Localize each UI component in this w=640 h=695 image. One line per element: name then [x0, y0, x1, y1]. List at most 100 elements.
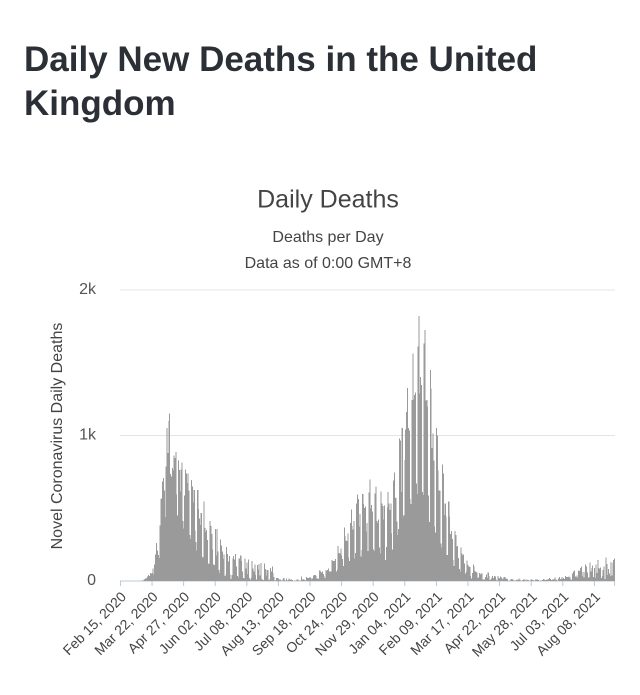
- bar: [222, 559, 224, 581]
- bar: [351, 526, 353, 581]
- bar: [352, 529, 354, 581]
- bar: [346, 541, 348, 581]
- bar: [467, 564, 469, 581]
- bar: [334, 561, 336, 581]
- bar: [171, 467, 173, 581]
- bar: [259, 575, 261, 581]
- bar: [408, 430, 410, 581]
- bar: [385, 547, 387, 581]
- bar: [412, 353, 414, 581]
- bar: [593, 567, 595, 581]
- bar: [479, 574, 481, 581]
- bar: [184, 469, 186, 581]
- bar: [165, 466, 167, 581]
- bar: [586, 566, 588, 581]
- bar: [320, 572, 323, 581]
- bar: [279, 579, 281, 581]
- bar: [442, 473, 445, 581]
- bar: [601, 575, 603, 581]
- bar: [198, 518, 201, 581]
- bar: [461, 553, 463, 581]
- bar: [184, 495, 186, 581]
- bar: [555, 579, 557, 581]
- bar: [152, 568, 154, 581]
- bar: [453, 565, 455, 581]
- bar: [270, 568, 272, 581]
- bar: [533, 580, 535, 581]
- bar: [158, 557, 160, 581]
- bar: [354, 558, 356, 581]
- y-axis-label: Novel Coronavirus Daily Deaths: [49, 323, 66, 550]
- bar: [407, 428, 409, 581]
- bar: [514, 580, 516, 581]
- bar: [501, 579, 503, 581]
- bar: [611, 575, 613, 581]
- bar: [383, 519, 385, 581]
- bar: [174, 457, 176, 581]
- bar: [359, 513, 361, 581]
- bar: [469, 567, 471, 581]
- bar: [508, 580, 510, 581]
- bar: [194, 530, 196, 581]
- bar: [172, 470, 174, 581]
- bar: [437, 470, 439, 581]
- bar: [335, 571, 337, 581]
- bar: [583, 577, 585, 581]
- bar: [596, 573, 598, 581]
- bar: [562, 578, 564, 581]
- bar: [315, 576, 317, 581]
- bar: [260, 563, 262, 581]
- page-title: Daily New Deaths in the United Kingdom: [24, 40, 538, 123]
- bar: [213, 564, 215, 581]
- bar: [367, 551, 369, 581]
- bar: [455, 535, 457, 581]
- bar: [518, 578, 520, 581]
- bar: [356, 494, 358, 581]
- bar: [272, 572, 274, 581]
- bar: [493, 577, 495, 581]
- bar: [594, 577, 596, 581]
- bar: [376, 520, 378, 581]
- bar: [472, 564, 474, 581]
- bar: [519, 579, 521, 581]
- bar: [303, 579, 305, 581]
- bar: [454, 531, 456, 581]
- bar: [217, 551, 219, 581]
- bar: [210, 526, 212, 581]
- bar: [240, 555, 242, 581]
- bar: [430, 388, 432, 581]
- bar: [465, 571, 467, 581]
- bar: [609, 576, 611, 581]
- bar: [495, 579, 497, 581]
- bar: [342, 566, 344, 581]
- bar: [548, 578, 550, 581]
- bar: [431, 447, 433, 581]
- bar: [490, 579, 492, 581]
- bar: [485, 577, 487, 581]
- bar: [417, 346, 419, 581]
- bar: [341, 555, 343, 581]
- bar: [484, 579, 486, 581]
- bar: [357, 499, 359, 581]
- bar: [586, 572, 588, 581]
- y-tick-label: 0: [87, 572, 96, 589]
- bar: [537, 579, 539, 581]
- bar: [161, 498, 163, 581]
- bar: [516, 579, 518, 581]
- bar: [364, 506, 366, 581]
- bar: [560, 579, 562, 581]
- bar: [195, 541, 197, 581]
- bar: [256, 564, 258, 581]
- bar: [587, 577, 589, 581]
- bar: [379, 553, 381, 581]
- bar: [166, 428, 168, 581]
- bar: [262, 579, 264, 581]
- bar: [522, 579, 524, 581]
- bar: [270, 571, 272, 581]
- bar: [206, 529, 208, 581]
- bar: [381, 503, 383, 581]
- bar: [371, 511, 373, 581]
- bar: [374, 493, 376, 581]
- bar: [590, 571, 592, 581]
- bar: [369, 479, 371, 581]
